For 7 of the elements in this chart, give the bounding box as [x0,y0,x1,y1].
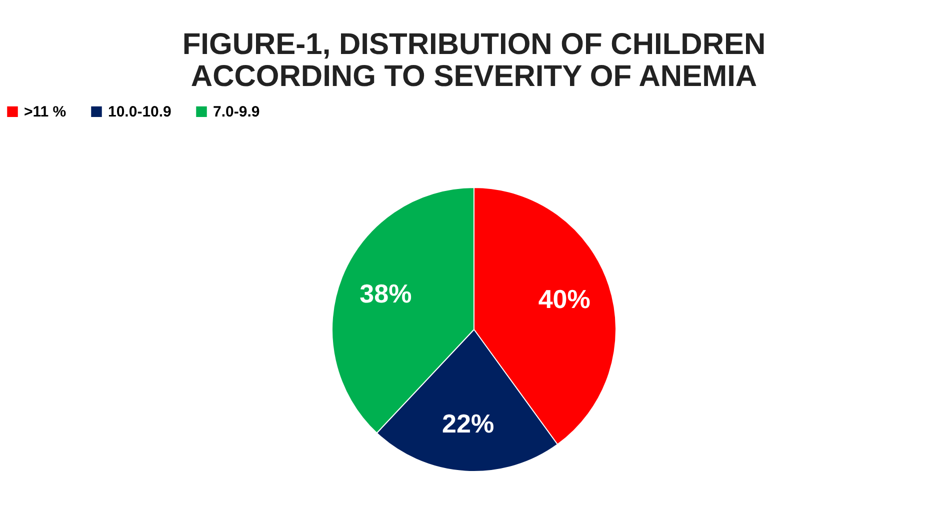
data-label: 40% [538,284,590,314]
data-label: 22% [442,408,494,438]
legend-label: 7.0-9.9 [213,104,260,121]
legend-label: >11 % [24,104,66,121]
legend-label: 10.0-10.9 [108,104,172,121]
chart-title: FIGURE-1, DISTRIBUTION OF CHILDREN ACCORDING TO SEVERITY OF ANEMIA [182,28,766,93]
data-label: 38% [360,278,412,309]
